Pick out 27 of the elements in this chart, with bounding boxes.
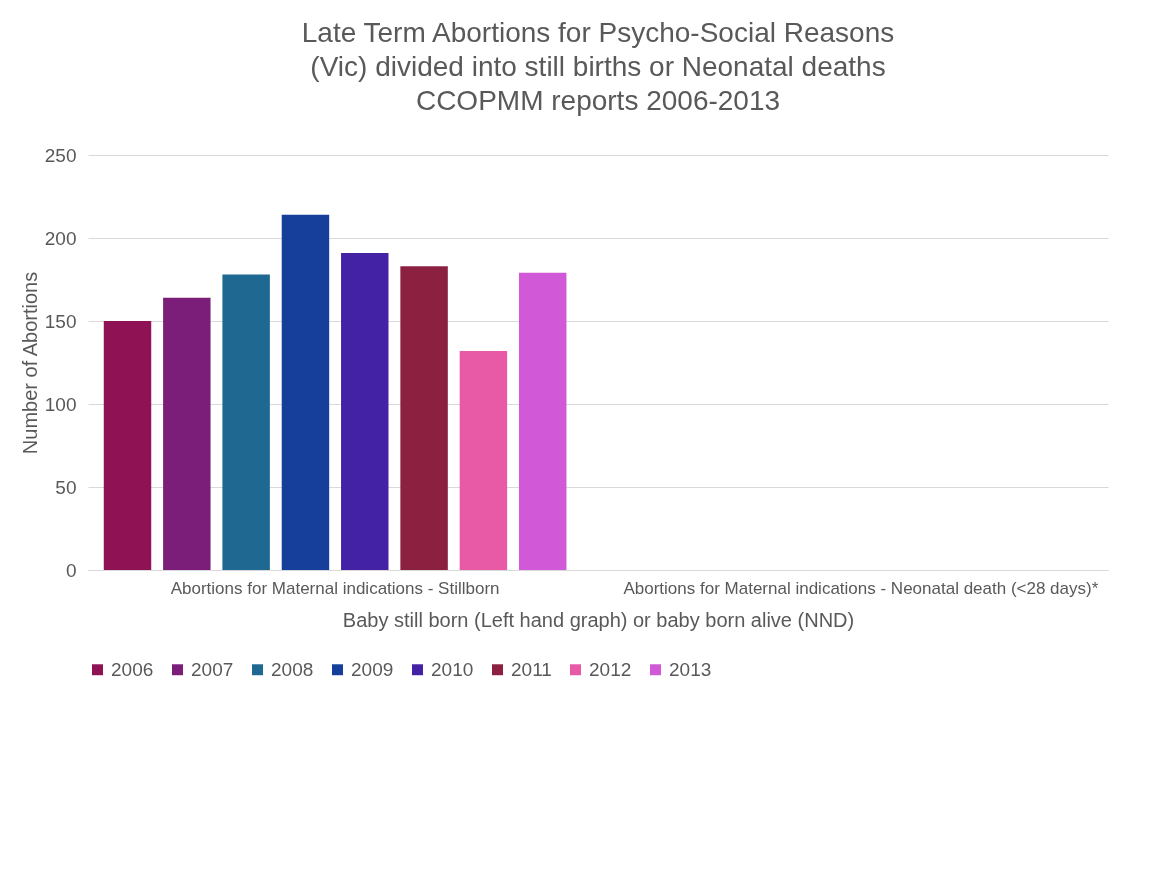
legend-label: 2008	[271, 658, 314, 680]
y-tick-label: 200	[44, 227, 77, 249]
legend-label: 2013	[669, 658, 712, 680]
legend-label: 2011	[511, 658, 552, 680]
bar	[222, 274, 270, 570]
legend-label: 2007	[191, 658, 234, 680]
legend-label: 2006	[111, 658, 154, 680]
x-tick-label: Abortions for Maternal indications - Stillborn	[170, 578, 500, 598]
bar	[103, 321, 152, 570]
y-axis-title: Number of Abortions	[18, 271, 41, 455]
legend-label: 2012	[589, 658, 632, 680]
bar	[459, 350, 508, 570]
legend-label: 2009	[351, 658, 394, 680]
bar	[281, 214, 330, 570]
bar	[163, 297, 211, 570]
bar	[341, 252, 389, 570]
y-tick-label: 150	[44, 310, 77, 332]
y-tick-label: 100	[44, 393, 77, 415]
chart-title: Late Term Abortions for Psycho-Social Reasons (Vic) divided into still births or Neonatal deaths CCOPMM reports 2006-2013	[301, 17, 895, 116]
y-tick-label: 50	[55, 476, 77, 498]
y-tick-label: 0	[65, 559, 77, 581]
x-tick-label: Abortions for Maternal indications - Neonatal death (<28 days)*	[623, 578, 1099, 598]
x-axis-title: Baby still born (Left hand graph) or baby born alive (NND)	[342, 608, 855, 631]
bar	[400, 266, 448, 570]
legend-label: 2010	[431, 658, 474, 680]
y-tick-label: 250	[44, 144, 77, 166]
bar	[519, 272, 567, 570]
